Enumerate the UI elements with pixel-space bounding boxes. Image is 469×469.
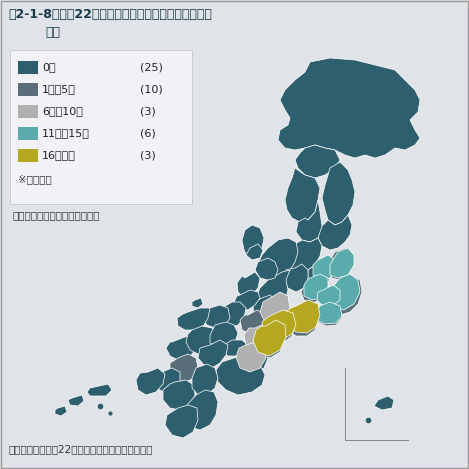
- Polygon shape: [216, 356, 265, 395]
- Polygon shape: [192, 364, 218, 395]
- Text: (10): (10): [140, 84, 163, 94]
- Polygon shape: [244, 324, 272, 350]
- Text: 6日～10日: 6日～10日: [42, 106, 83, 116]
- Text: (25): (25): [140, 62, 163, 72]
- Polygon shape: [308, 260, 330, 290]
- Polygon shape: [214, 302, 246, 328]
- Polygon shape: [163, 380, 195, 410]
- Text: 日数: 日数: [45, 26, 60, 39]
- Polygon shape: [330, 275, 362, 315]
- Polygon shape: [260, 292, 290, 325]
- Polygon shape: [258, 238, 298, 282]
- Text: （　）内は都道府県数を示す。: （ ）内は都道府県数を示す。: [12, 210, 99, 220]
- Polygon shape: [246, 244, 263, 260]
- Text: 1日～5日: 1日～5日: [42, 84, 76, 94]
- Polygon shape: [177, 308, 210, 330]
- Polygon shape: [234, 290, 260, 310]
- Polygon shape: [170, 354, 198, 382]
- Polygon shape: [320, 288, 340, 308]
- Polygon shape: [262, 310, 296, 340]
- Bar: [18, 61, 38, 74]
- Polygon shape: [240, 310, 266, 334]
- Polygon shape: [322, 162, 355, 225]
- Bar: [18, 83, 38, 96]
- Polygon shape: [236, 342, 266, 372]
- Text: 0日: 0日: [42, 62, 56, 72]
- Polygon shape: [198, 340, 228, 368]
- Polygon shape: [192, 298, 203, 308]
- Polygon shape: [330, 274, 360, 310]
- Polygon shape: [68, 395, 84, 406]
- Polygon shape: [154, 368, 180, 392]
- Text: (3): (3): [140, 106, 156, 116]
- Text: 図2-1-8　平成22年の各都道府県の注意報等発令延べ: 図2-1-8 平成22年の各都道府県の注意報等発令延べ: [8, 8, 212, 21]
- Polygon shape: [284, 264, 308, 292]
- Polygon shape: [284, 300, 320, 333]
- Polygon shape: [318, 215, 352, 250]
- Polygon shape: [317, 285, 340, 306]
- Polygon shape: [285, 238, 322, 272]
- Text: 16日以上: 16日以上: [42, 150, 76, 160]
- Polygon shape: [256, 270, 290, 318]
- Polygon shape: [202, 305, 230, 328]
- Polygon shape: [253, 320, 286, 356]
- Polygon shape: [245, 342, 268, 372]
- Polygon shape: [296, 200, 322, 242]
- FancyBboxPatch shape: [10, 50, 192, 204]
- Polygon shape: [301, 278, 325, 303]
- Polygon shape: [295, 145, 340, 178]
- Polygon shape: [87, 384, 112, 396]
- Polygon shape: [136, 368, 165, 395]
- Polygon shape: [255, 324, 285, 358]
- Bar: [18, 105, 38, 118]
- Polygon shape: [210, 322, 238, 348]
- Bar: [18, 149, 38, 162]
- Polygon shape: [166, 335, 198, 360]
- Polygon shape: [313, 255, 336, 280]
- Polygon shape: [186, 326, 218, 354]
- Polygon shape: [330, 248, 354, 278]
- Polygon shape: [242, 225, 264, 258]
- Polygon shape: [255, 258, 278, 280]
- Polygon shape: [316, 302, 342, 324]
- Polygon shape: [278, 58, 420, 158]
- Polygon shape: [265, 314, 295, 342]
- Polygon shape: [316, 305, 342, 326]
- Polygon shape: [285, 168, 320, 222]
- Polygon shape: [328, 248, 352, 280]
- Text: 11日～15日: 11日～15日: [42, 128, 90, 138]
- Polygon shape: [237, 272, 260, 298]
- Polygon shape: [222, 340, 248, 356]
- Polygon shape: [374, 396, 394, 410]
- Bar: [18, 127, 38, 140]
- Polygon shape: [55, 406, 67, 416]
- Polygon shape: [165, 405, 198, 438]
- Text: (3): (3): [140, 150, 156, 160]
- Polygon shape: [253, 295, 275, 320]
- Text: (6): (6): [140, 128, 156, 138]
- Text: 出典：環境省「年22年光化学大気汚染関係資料」: 出典：環境省「年22年光化学大気汚染関係資料」: [8, 444, 152, 454]
- Polygon shape: [285, 305, 318, 336]
- Polygon shape: [185, 390, 218, 430]
- Text: ※延べ日数: ※延べ日数: [18, 174, 52, 184]
- Polygon shape: [304, 274, 328, 300]
